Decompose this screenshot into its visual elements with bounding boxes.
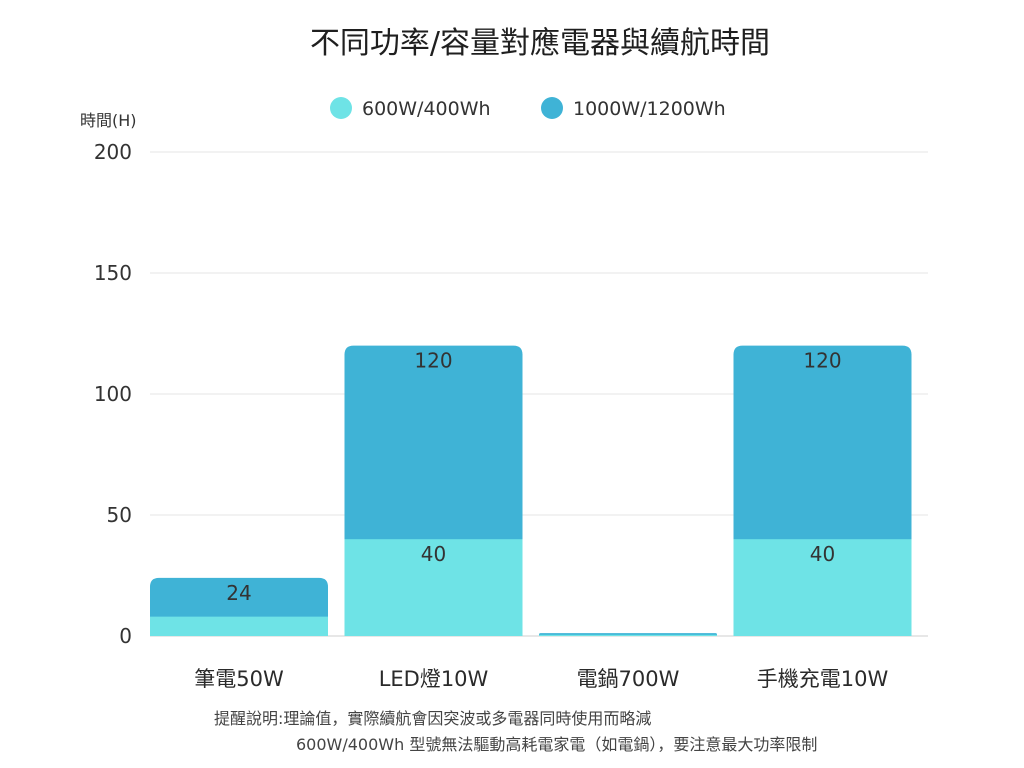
bar-4-series-1 <box>733 539 912 636</box>
legend-swatch-series-1 <box>330 97 352 119</box>
data-label-1-series-2: 24 <box>226 581 251 605</box>
y-ticks: 0 50 100 150 200 <box>94 140 132 648</box>
y-tick-100: 100 <box>94 382 132 406</box>
y-tick-200: 200 <box>94 140 132 164</box>
footnote-line-2: 600W/400Wh 型號無法驅動高耗電家電（如電鍋），要注意最大功率限制 <box>296 735 817 754</box>
data-label-2-series-2: 120 <box>414 349 452 373</box>
y-tick-0: 0 <box>119 624 132 648</box>
data-label-2-series-1: 40 <box>421 542 446 566</box>
y-tick-150: 150 <box>94 261 132 285</box>
legend-label-series-1: 600W/400Wh <box>362 98 491 120</box>
x-categories: 筆電50W LED燈10W 電鍋700W 手機充電10W <box>194 667 888 691</box>
bars <box>150 345 912 636</box>
data-label-4-series-2: 120 <box>803 349 841 373</box>
x-category-2: LED燈10W <box>379 667 489 691</box>
legend: 600W/400Wh 1000W/1200Wh <box>330 97 726 120</box>
footnote-line-1: 提醒說明:理論值，實際續航會因突波或多電器同時使用而略減 <box>214 709 651 728</box>
bar-2-series-1 <box>344 539 523 636</box>
chart-title: 不同功率/容量對應電器與續航時間 <box>310 26 770 61</box>
data-label-4-series-1: 40 <box>810 542 835 566</box>
y-tick-50: 50 <box>107 503 132 527</box>
footnote: 提醒說明:理論值，實際續航會因突波或多電器同時使用而略減 600W/400Wh … <box>214 709 817 754</box>
bar-3-series-1 <box>539 634 717 636</box>
y-axis-label: 時間(H) <box>80 111 137 130</box>
legend-swatch-series-2 <box>541 97 563 119</box>
x-category-3: 電鍋700W <box>577 667 680 691</box>
bar-1-series-1 <box>150 616 328 636</box>
data-labels: 24 120 40 120 40 <box>226 349 841 605</box>
legend-label-series-2: 1000W/1200Wh <box>573 98 726 120</box>
x-category-4: 手機充電10W <box>757 667 889 691</box>
x-category-1: 筆電50W <box>194 667 284 691</box>
